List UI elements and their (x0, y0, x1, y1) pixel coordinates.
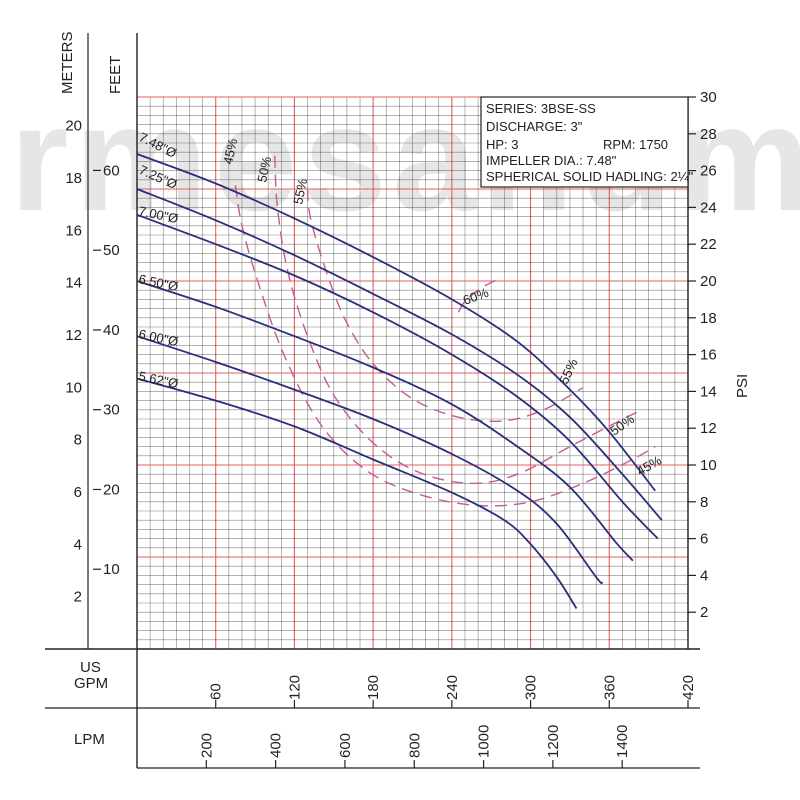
axis-labels: 2468101214161820222426283024681012141618… (65, 89, 717, 768)
feet-axis-title: FEET (107, 56, 124, 94)
meters-tick-label: 2 (74, 589, 82, 606)
gpm-tick-label: 420 (680, 675, 697, 700)
lpm-tick-label: 400 (268, 733, 285, 758)
psi-tick-label: 26 (700, 163, 717, 180)
head-curve-0 (136, 153, 656, 492)
lpm-tick-label: 1200 (545, 725, 562, 758)
eff-label-45-top: 45% (220, 137, 240, 166)
info-hp: HP: 3 (486, 137, 519, 152)
lpm-tick-label: 800 (406, 733, 423, 758)
psi-tick-label: 22 (700, 236, 717, 253)
info-impeller: IMPELLER DIA.: 7.48" (486, 153, 617, 168)
meters-tick-label: 8 (74, 432, 82, 449)
psi-tick-label: 12 (700, 420, 717, 437)
psi-tick-label: 14 (700, 383, 717, 400)
grid (136, 96, 689, 650)
gpm-axis-title-1: US (80, 659, 101, 676)
info-solid: SPHERICAL SOLID HADLING: 2¼" (486, 169, 694, 184)
psi-tick-label: 4 (700, 567, 708, 584)
feet-tick-label: 20 (103, 481, 120, 498)
psi-axis-title: PSI (734, 374, 751, 398)
meters-tick-label: 6 (74, 484, 82, 501)
meters-tick-label: 12 (65, 327, 82, 344)
psi-tick-label: 24 (700, 199, 717, 216)
psi-tick-label: 16 (700, 347, 717, 364)
gpm-tick-label: 180 (365, 675, 382, 700)
psi-tick-label: 6 (700, 531, 708, 548)
efficiency-curves (234, 155, 656, 507)
meters-tick-label: 16 (65, 222, 82, 239)
series-label-5-62: 5.62"Ø (137, 368, 179, 391)
gpm-axis-title-2: GPM (74, 675, 108, 692)
head-curve-3 (136, 280, 634, 562)
head-curves (136, 153, 663, 609)
meters-tick-label: 18 (65, 170, 82, 187)
series-label-6-00: 6.00"Ø (137, 326, 179, 349)
gpm-tick-label: 120 (286, 675, 303, 700)
lpm-tick-label: 600 (337, 733, 354, 758)
head-curve-1 (136, 188, 663, 521)
lpm-tick-label: 1400 (614, 725, 631, 758)
efficiency-curve-50 (274, 155, 643, 485)
chart-frame (45, 33, 700, 769)
meters-tick-label: 10 (65, 379, 82, 396)
lpm-tick-label: 1000 (476, 725, 493, 758)
info-discharge: DISCHARGE: 3" (486, 119, 583, 134)
lpm-tick-label: 200 (198, 733, 215, 758)
efficiency-curve-60 (457, 278, 499, 313)
psi-tick-label: 20 (700, 273, 717, 290)
efficiency-curve-45 (234, 185, 656, 507)
meters-tick-label: 14 (65, 275, 82, 292)
gpm-tick-label: 60 (208, 683, 225, 700)
head-curve-5 (136, 377, 578, 609)
info-box: SERIES: 3BSE-SS DISCHARGE: 3" HP: 3 RPM:… (480, 96, 694, 188)
meters-axis-title: METERS (59, 31, 76, 94)
feet-tick-label: 60 (103, 162, 120, 179)
psi-tick-label: 28 (700, 126, 717, 143)
psi-tick-label: 2 (700, 604, 708, 621)
eff-label-60: 60% (461, 285, 491, 308)
gpm-tick-label: 360 (601, 675, 618, 700)
feet-tick-label: 10 (103, 561, 120, 578)
series-label-6-50: 6.50"Ø (137, 271, 179, 294)
info-series: SERIES: 3BSE-SS (486, 101, 596, 116)
psi-tick-label: 8 (700, 494, 708, 511)
gpm-tick-label: 240 (444, 675, 461, 700)
head-curve-4 (136, 335, 604, 585)
psi-tick-label: 18 (700, 310, 717, 327)
psi-tick-label: 10 (700, 457, 717, 474)
efficiency-curve-55 (306, 188, 584, 422)
feet-tick-label: 40 (103, 322, 120, 339)
meters-tick-label: 20 (65, 118, 82, 135)
meters-tick-label: 4 (74, 536, 82, 553)
head-curve-2 (136, 213, 659, 540)
feet-tick-label: 50 (103, 242, 120, 259)
psi-tick-label: 30 (700, 89, 717, 106)
eff-label-55-right: 55% (556, 356, 581, 386)
gpm-tick-label: 300 (523, 675, 540, 700)
eff-label-55-top: 55% (290, 177, 310, 206)
lpm-axis-title: LPM (74, 731, 105, 748)
eff-label-50-top: 50% (254, 155, 274, 184)
feet-tick-label: 30 (103, 402, 120, 419)
info-rpm: RPM: 1750 (603, 137, 668, 152)
